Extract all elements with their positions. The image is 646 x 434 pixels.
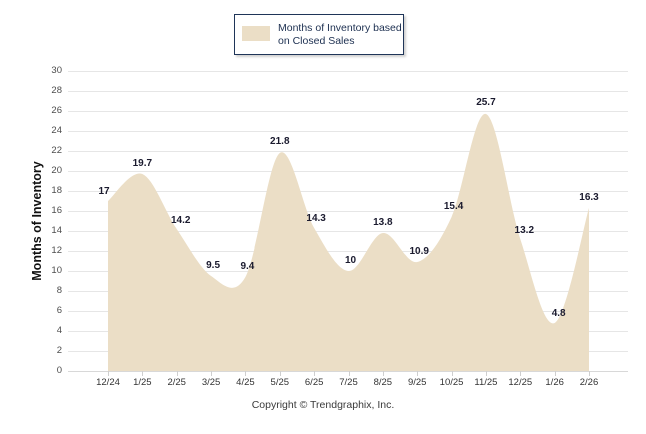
x-axis-tick-label: 4/25 [236,377,255,388]
x-axis-tick [211,371,213,376]
y-axis-tick-label: 28 [51,85,62,96]
x-axis-tick [142,371,144,376]
x-axis-tick-label: 10/25 [439,377,464,388]
y-axis-tick-label: 4 [56,325,62,336]
gridline [68,131,628,132]
data-label: 10 [344,255,357,266]
x-axis-tick [451,371,453,376]
x-axis-tick-label: 3/25 [201,377,221,388]
data-label: 9.4 [240,261,255,272]
gridline [68,231,628,232]
x-axis-tick-label: 12/24 [96,377,120,388]
y-axis-tick-label: 18 [51,185,62,196]
chart-legend[interactable]: Months of Inventory based on Closed Sale… [234,14,404,55]
y-axis-tick-label: 2 [56,345,62,356]
copyright-notice: Copyright © Trendgraphix, Inc. [251,399,395,411]
y-axis-tick-label: 12 [51,245,62,256]
y-axis-tick-label: 10 [51,265,62,276]
gridline [68,191,628,192]
data-label: 16.3 [579,192,599,203]
gridline [68,91,628,92]
y-axis-tick-label: 6 [56,305,62,316]
y-axis-tick-label: 30 [51,65,62,76]
gridline [68,251,628,252]
x-axis-tick [108,371,109,376]
x-axis-tick-label: 6/25 [304,377,324,388]
data-label: 13.8 [373,217,393,228]
area-series-months-of-inventory [108,113,589,372]
legend-inner: Months of Inventory based on Closed Sale… [235,15,403,54]
x-axis-line [68,371,628,372]
y-axis-tick-label: 14 [51,225,62,236]
y-axis-tick-label: 20 [51,165,62,176]
data-label: 10.9 [409,246,429,257]
data-label: 19.7 [132,158,153,169]
plot-area: 17 19.7 14.2 9.5 9.4 21.8 14.3 10 13.8 10.9 15.4 25… [68,71,628,372]
data-label: 14.3 [306,213,326,224]
data-label: 14.2 [170,215,191,226]
legend-label-months-of-inventory: Months of Inventory based on Closed Sale… [278,22,402,47]
data-label: 4.8 [551,308,566,319]
x-axis-tick-label: 12/25 [508,377,533,388]
y-axis-tick-label: 0 [56,365,62,376]
x-axis-tick-label: 5/25 [270,377,290,388]
x-axis-tick [314,371,316,376]
x-axis-tick [554,371,556,376]
x-axis-tick-label: 2/25 [167,377,186,388]
x-axis-tick [245,371,247,376]
x-axis-tick-label: 9/25 [407,377,427,388]
x-axis-tick-label: 7/25 [339,377,358,388]
x-axis-tick-label: 1/25 [133,377,152,388]
legend-swatch-months-of-inventory [242,26,270,41]
y-axis-tick-label: 16 [51,205,62,216]
gridline [68,151,628,152]
x-axis-tick [417,371,419,376]
data-label: 15.4 [443,201,464,212]
gridline [68,211,628,212]
x-axis-tick-label: 2/26 [579,377,599,388]
gridline [68,71,628,72]
data-label: 21.8 [270,136,290,147]
data-label: 25.7 [476,97,496,108]
x-axis-tick [176,371,178,376]
gridline [68,111,628,112]
x-axis-tick [485,371,487,376]
data-label: 9.5 [206,260,221,271]
x-axis-tick [520,371,522,376]
y-axis-tick-label: 8 [56,285,62,296]
x-axis-tick [279,371,281,376]
x-axis-tick [382,371,384,376]
y-axis-tick-label: 26 [51,105,62,116]
y-axis-tick-label: 24 [51,125,62,136]
gridline [68,171,628,172]
x-axis-tick [348,371,350,376]
data-label: 17 [98,186,110,197]
x-axis-tick-label: 8/25 [373,377,393,388]
x-axis-tick-label: 11/25 [474,377,498,388]
y-axis-tick-label: 22 [51,145,62,156]
x-axis-tick [589,371,590,376]
data-label: 13.2 [514,225,535,236]
x-axis-tick-label: 1/26 [545,377,564,388]
